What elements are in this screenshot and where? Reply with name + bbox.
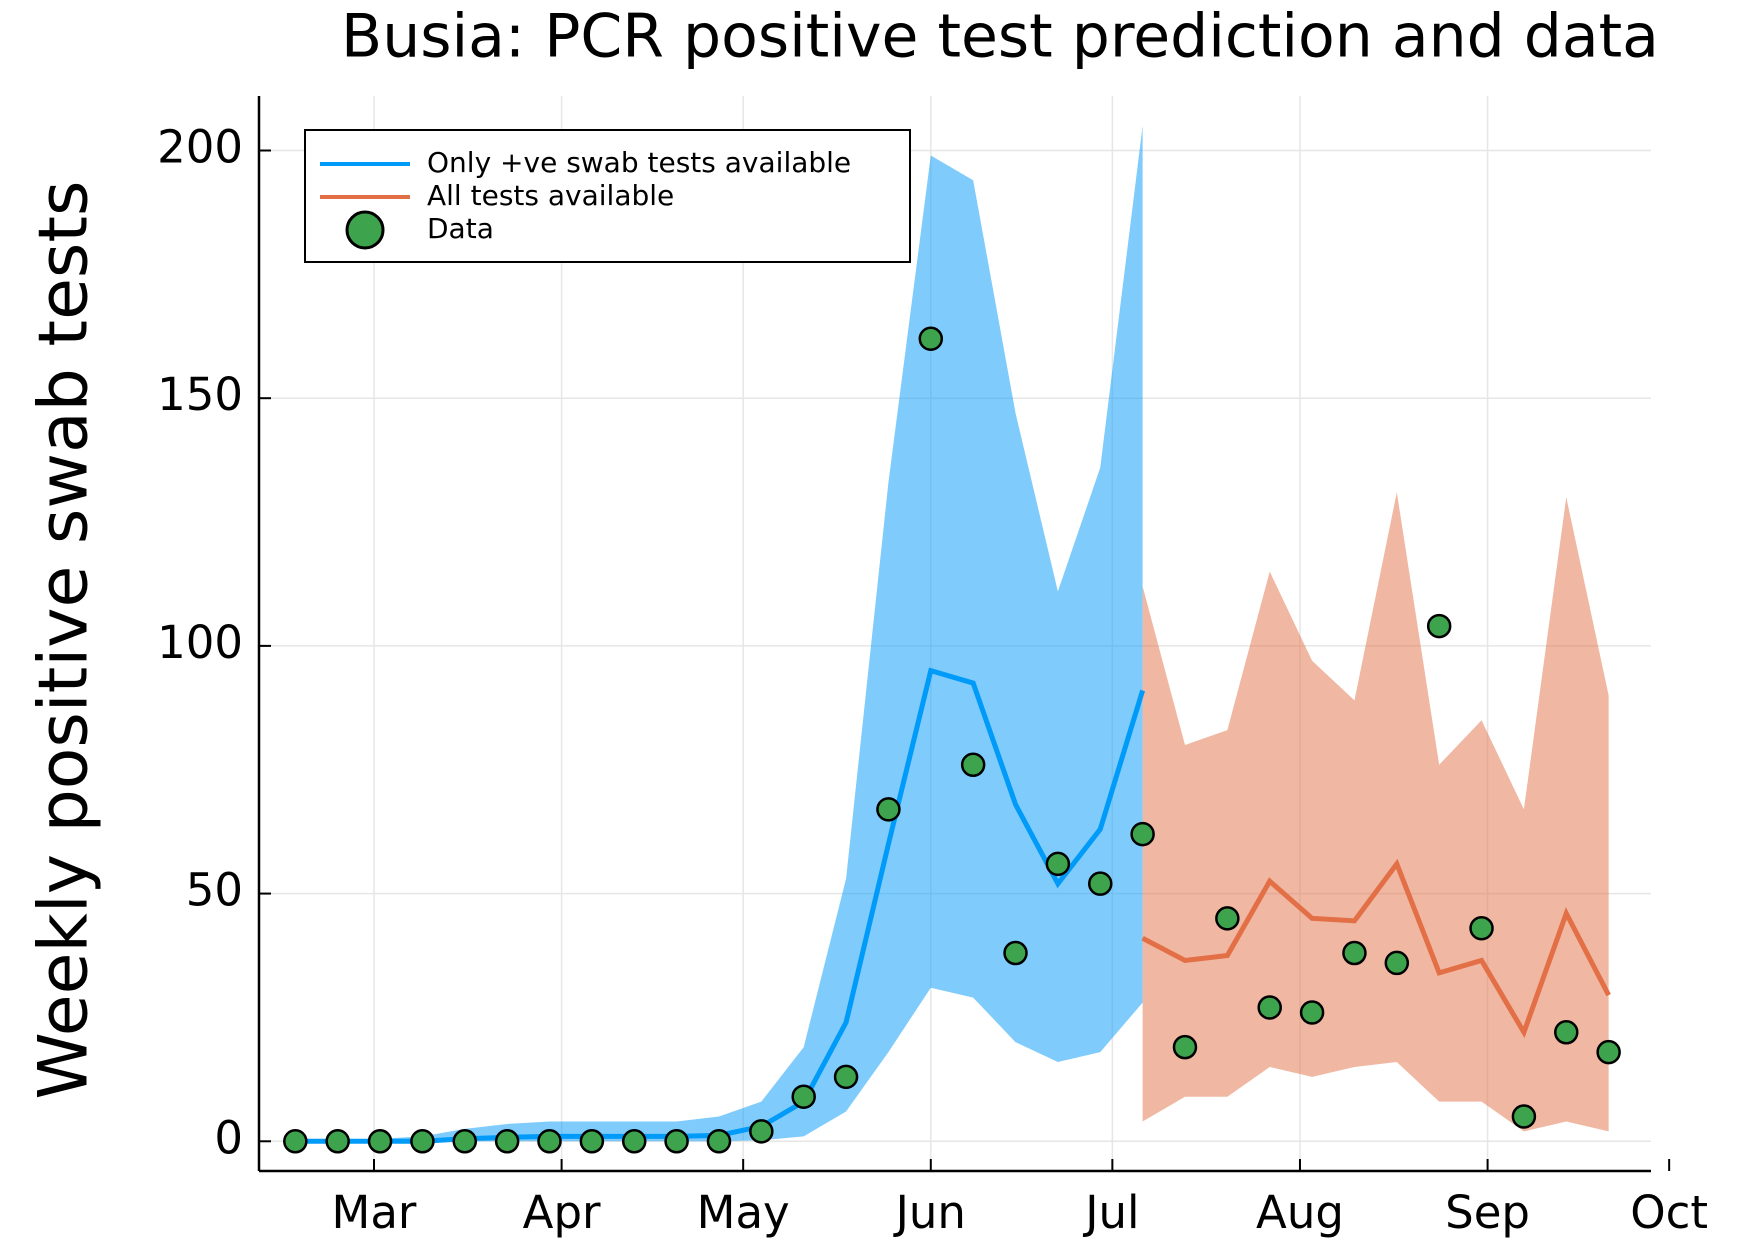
data-point bbox=[1426, 613, 1452, 639]
data-point bbox=[1045, 851, 1071, 877]
data-point bbox=[1299, 1000, 1325, 1025]
data-point bbox=[791, 1084, 816, 1109]
data-point bbox=[1596, 1039, 1621, 1065]
confidence-band bbox=[295, 125, 1143, 1142]
data-point bbox=[494, 1129, 520, 1154]
data-point bbox=[283, 1129, 308, 1154]
x-tick-label: May bbox=[697, 1186, 790, 1239]
data-point bbox=[1257, 995, 1282, 1020]
x-tick-label: Sep bbox=[1445, 1186, 1530, 1239]
x-tick-label: Jun bbox=[893, 1186, 966, 1239]
y-tick-label: 150 bbox=[157, 368, 243, 421]
data-point bbox=[960, 752, 986, 778]
legend-label: Data bbox=[427, 212, 494, 245]
line bbox=[1141, 858, 1611, 1039]
y-axis-label: Weekly positive swab tests bbox=[25, 181, 104, 1100]
data-point bbox=[410, 1129, 435, 1154]
legend-label: All tests available bbox=[427, 179, 674, 212]
data-point bbox=[1088, 871, 1113, 896]
data-point bbox=[1130, 821, 1155, 847]
y-tick-label: 100 bbox=[157, 616, 243, 669]
data-point bbox=[706, 1129, 732, 1154]
y-tick-label: 200 bbox=[157, 120, 243, 173]
x-tick-label: Mar bbox=[332, 1186, 417, 1239]
data-point bbox=[621, 1129, 647, 1154]
legend-marker bbox=[345, 210, 385, 250]
data-point bbox=[452, 1129, 478, 1154]
data-point bbox=[1511, 1104, 1537, 1129]
data-point bbox=[1469, 916, 1494, 941]
data-point bbox=[537, 1129, 562, 1154]
legend-label: Only +ve swab tests available bbox=[427, 146, 851, 179]
y-tick-label: 50 bbox=[186, 864, 243, 917]
x-tick-label: Jul bbox=[1082, 1186, 1139, 1239]
data-point bbox=[325, 1129, 350, 1154]
x-tick-label: Aug bbox=[1256, 1186, 1344, 1239]
data-point bbox=[1554, 1020, 1579, 1045]
data-point bbox=[749, 1119, 774, 1144]
data-point bbox=[1172, 1034, 1198, 1060]
data-point bbox=[367, 1129, 393, 1154]
x-tick-label: Oct bbox=[1630, 1186, 1708, 1239]
data-point bbox=[1215, 906, 1240, 931]
data-point bbox=[1384, 950, 1410, 976]
data-point bbox=[579, 1129, 605, 1154]
data-point bbox=[1342, 940, 1367, 966]
data-point bbox=[664, 1129, 689, 1154]
y-tick-label: 0 bbox=[214, 1111, 243, 1164]
chart-title: Busia: PCR positive test prediction and … bbox=[341, 2, 1659, 72]
x-tick-label: Apr bbox=[523, 1186, 601, 1239]
confidence-band bbox=[1142, 492, 1609, 1132]
data-point bbox=[1003, 940, 1028, 966]
data-point bbox=[876, 797, 901, 822]
data-point bbox=[833, 1064, 859, 1090]
data-point bbox=[918, 326, 944, 351]
